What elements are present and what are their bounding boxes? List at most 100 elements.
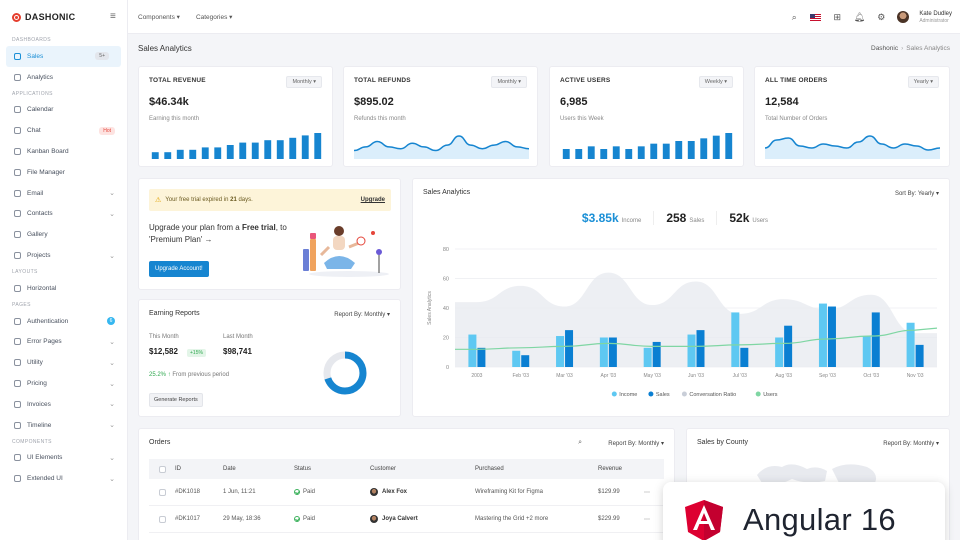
search-icon[interactable]: ⌕ xyxy=(578,439,582,446)
column-header[interactable]: Revenue xyxy=(598,466,623,472)
order-purchased: Mastering the Grid +2 more xyxy=(475,516,549,522)
stat-sparkline xyxy=(151,133,322,159)
bell-icon[interactable]: 🔔︎ xyxy=(853,11,866,22)
sidebar-item-horizontal[interactable]: Horizontal xyxy=(0,278,127,299)
stat-period-select[interactable]: Monthly ▾ xyxy=(286,76,322,88)
stat-period-select[interactable]: Weekly ▾ xyxy=(698,76,733,88)
legend-label[interactable]: Income xyxy=(619,392,637,398)
extended-ui-icon xyxy=(14,475,21,483)
sparkline-line xyxy=(765,135,940,151)
sidebar-item-label: File Manager xyxy=(27,168,65,176)
stat-period-select[interactable]: Yearly ▾ xyxy=(907,76,939,88)
topbar-menu-label: Components xyxy=(138,13,175,21)
avatar[interactable] xyxy=(897,11,910,23)
sidebar-item-utility[interactable]: Utility ⌄ xyxy=(0,352,127,373)
menu-toggle-icon[interactable]: ≡ xyxy=(110,11,116,22)
sidebar-item-calendar[interactable]: Calendar xyxy=(0,100,127,121)
customer-avatar xyxy=(370,488,378,496)
sidebar-item-timeline[interactable]: Timeline ⌄ xyxy=(0,415,127,436)
sidebar-item-gallery[interactable]: Gallery xyxy=(0,224,127,245)
x-tick-label: Oct '03 xyxy=(863,373,879,379)
upgrade-link[interactable]: Upgrade xyxy=(360,197,385,203)
row-checkbox[interactable] xyxy=(158,515,166,523)
county-report-by-select[interactable]: Report By: Monthly ▾ xyxy=(883,441,939,447)
sort-by-select[interactable]: Sort By: Yearly ▾ xyxy=(894,191,939,197)
sidebar-section-title: LAYOUTS xyxy=(12,268,38,275)
chevron-down-icon: ⌄ xyxy=(109,190,115,198)
settings-icon[interactable]: ⚙ xyxy=(877,11,886,22)
page-title: Sales Analytics xyxy=(138,44,192,53)
generate-reports-button[interactable]: Generate Reports xyxy=(149,393,203,407)
column-header[interactable]: Purchased xyxy=(475,466,504,472)
bar-sales xyxy=(652,341,661,367)
sidebar-item-contacts[interactable]: Contacts ⌄ xyxy=(0,204,127,225)
user-info[interactable]: Kate Dudley Administrator xyxy=(919,11,952,24)
sparkline-bar xyxy=(189,149,197,159)
earning-report-by-select[interactable]: Report By: Monthly ▾ xyxy=(334,312,390,318)
sidebar-item-label: Invoices xyxy=(27,400,51,408)
upgrade-account-button[interactable]: Upgrade Account! xyxy=(149,261,209,277)
sidebar-item-projects[interactable]: Projects ⌄ xyxy=(0,245,127,266)
sidebar-section-title: COMPONENTS xyxy=(12,438,52,445)
sidebar-item-sales[interactable]: Sales 5+ xyxy=(6,46,121,67)
column-header[interactable]: Date xyxy=(223,466,236,472)
apps-grid-icon[interactable]: ⊞ xyxy=(833,11,842,22)
sidebar-item-label: Chat xyxy=(27,127,41,135)
orders-report-by-select[interactable]: Report By: Monthly ▾ xyxy=(608,441,664,447)
sidebar-item-pricing[interactable]: Pricing ⌄ xyxy=(0,373,127,394)
row-checkbox[interactable] xyxy=(158,488,166,496)
table-row[interactable]: #DK1018 1 Jun, 11:21 Paid Alex Fox Wiref… xyxy=(149,479,664,506)
sparkline-bar xyxy=(725,133,733,159)
more-actions-icon[interactable]: ⋯ xyxy=(644,516,650,523)
summary-income: $3.85k Income xyxy=(582,211,655,225)
bar-income xyxy=(687,334,696,367)
search-icon[interactable]: ⌕ xyxy=(791,11,797,22)
topbar-menu-components[interactable]: Components ▾ xyxy=(138,13,180,21)
sidebar-item-file-manager[interactable]: File Manager xyxy=(0,162,127,183)
select-all-checkbox[interactable] xyxy=(158,465,166,473)
table-row[interactable]: #DK1017 29 May, 18:36 Paid Joya Calvert … xyxy=(149,506,664,533)
legend-label[interactable]: Users xyxy=(763,392,778,398)
earning-donut-chart xyxy=(323,351,367,395)
sparkline-bar xyxy=(712,135,720,159)
column-header[interactable]: Status xyxy=(294,466,312,472)
stat-period-label: Yearly xyxy=(913,79,929,85)
topbar-menu-label: Categories xyxy=(195,13,228,21)
sidebar-item-label: Calendar xyxy=(27,106,54,114)
legend-label[interactable]: Conversation Ratio xyxy=(689,392,736,398)
sidebar-item-ui-elements[interactable]: UI Elements ⌄ xyxy=(0,448,127,469)
more-actions-icon[interactable]: ⋯ xyxy=(644,489,650,496)
bar-income xyxy=(556,336,565,367)
sidebar-item-kanban-board[interactable]: Kanban Board xyxy=(0,141,127,162)
check-circle-icon xyxy=(294,516,300,522)
sidebar-item-label: Timeline xyxy=(27,421,52,429)
bar-sales xyxy=(784,325,793,367)
summary-label: Sales xyxy=(689,218,705,224)
legend-marker xyxy=(681,391,687,397)
order-id: #DK1018 xyxy=(175,489,201,495)
sparkline-bar xyxy=(264,140,272,159)
sidebar-item-chat[interactable]: Chat Hot xyxy=(0,120,127,141)
column-header[interactable]: Customer xyxy=(370,466,397,472)
sidebar-item-error-pages[interactable]: Error Pages ⌄ xyxy=(0,332,127,353)
logo[interactable]: DASHONIC xyxy=(0,0,127,34)
stat-period-select[interactable]: Monthly ▾ xyxy=(491,76,527,88)
sidebar-item-email[interactable]: Email ⌄ xyxy=(0,183,127,204)
chevron-down-icon: ⌄ xyxy=(109,401,115,409)
legend-label[interactable]: Sales xyxy=(656,392,670,398)
this-month-label: This Month xyxy=(149,334,179,340)
us-flag-icon[interactable] xyxy=(810,13,822,21)
sidebar-item-invoices[interactable]: Invoices ⌄ xyxy=(0,394,127,415)
sidebar-item-analytics[interactable]: Analytics xyxy=(0,67,127,88)
sidebar-item-extended-ui[interactable]: Extended UI ⌄ xyxy=(0,468,127,489)
sidebar-item-authentication[interactable]: Authentication 6 xyxy=(0,311,127,332)
stat-subtitle: Total Number of Orders xyxy=(765,116,828,122)
breadcrumb-separator: › xyxy=(901,45,904,52)
column-header[interactable]: ID xyxy=(175,466,181,472)
trial-days: 21 xyxy=(230,197,237,203)
breadcrumb-home[interactable]: Dashonic xyxy=(871,45,899,52)
sparkline-bar xyxy=(575,149,583,159)
orders-card: Orders ⌕ Report By: Monthly ▾ ID Date St… xyxy=(138,428,675,540)
topbar-menu-categories[interactable]: Categories ▾ xyxy=(195,13,233,21)
upgrade-text-bold: Free trial xyxy=(241,223,276,232)
